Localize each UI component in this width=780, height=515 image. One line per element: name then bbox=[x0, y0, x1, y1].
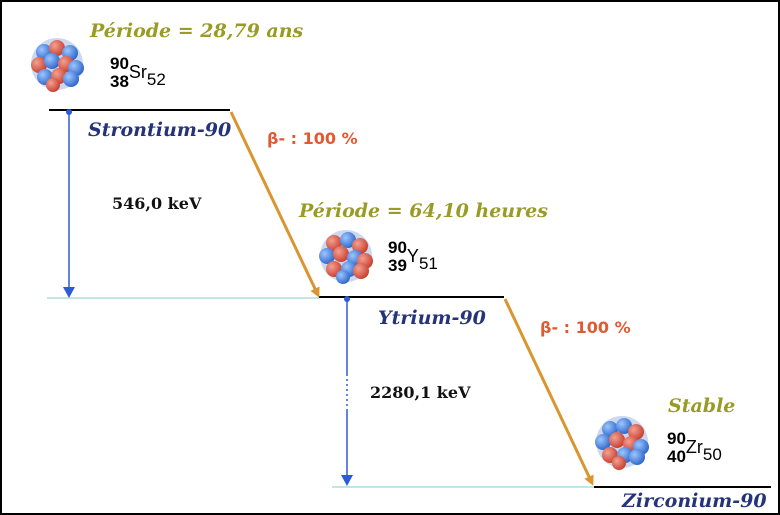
energy-label-1: 546,0 keV bbox=[112, 194, 202, 213]
yttrium-neutron-number: 51 bbox=[418, 254, 438, 273]
strontium-nucleus-icon bbox=[31, 38, 84, 92]
strontium-mass-number: 90 bbox=[110, 54, 129, 73]
zirconium-nucleus-icon bbox=[595, 416, 649, 470]
strontium-atomic-number: 38 bbox=[110, 72, 129, 91]
strontium-period: Période = 28,79 ans bbox=[90, 20, 304, 42]
beta-decay-label-2: β- : 100 % bbox=[540, 318, 631, 337]
yttrium-atomic-number: 39 bbox=[388, 256, 407, 275]
zirconium-neutron-number: 50 bbox=[702, 445, 722, 464]
yttrium-mass-number: 90 bbox=[388, 238, 407, 257]
zirconium-period: Stable bbox=[668, 395, 736, 417]
energy-arrow-1-head bbox=[63, 287, 75, 298]
strontium-symbol: Sr bbox=[128, 62, 147, 82]
zirconium-name: Zirconium-90 bbox=[622, 490, 767, 512]
yttrium-period: Période = 64,10 heures bbox=[299, 200, 548, 222]
strontium-neutron-number: 52 bbox=[146, 70, 166, 89]
beta-decay-arrow-2 bbox=[503, 298, 594, 486]
yttrium-nucleus-icon bbox=[319, 230, 373, 284]
yttrium-name: Ytrium-90 bbox=[378, 307, 486, 329]
beta-decay-arrow-1 bbox=[229, 111, 320, 298]
energy-arrow-2-head bbox=[341, 475, 353, 486]
strontium-name: Strontium-90 bbox=[88, 119, 232, 141]
yttrium-nuclide-notation: 90 39 Y 51 bbox=[388, 239, 438, 275]
zirconium-symbol: Zr bbox=[685, 437, 703, 457]
zirconium-nuclide-notation: 90 40 Zr 50 bbox=[667, 430, 722, 466]
yttrium-symbol: Y bbox=[406, 246, 419, 266]
zirconium-mass-number: 90 bbox=[667, 429, 686, 448]
zirconium-atomic-number: 40 bbox=[667, 447, 686, 466]
beta-decay-label-1: β- : 100 % bbox=[267, 129, 358, 148]
energy-label-2: 2280,1 keV bbox=[370, 383, 471, 402]
strontium-nuclide-notation: 90 38 Sr 52 bbox=[110, 55, 166, 91]
